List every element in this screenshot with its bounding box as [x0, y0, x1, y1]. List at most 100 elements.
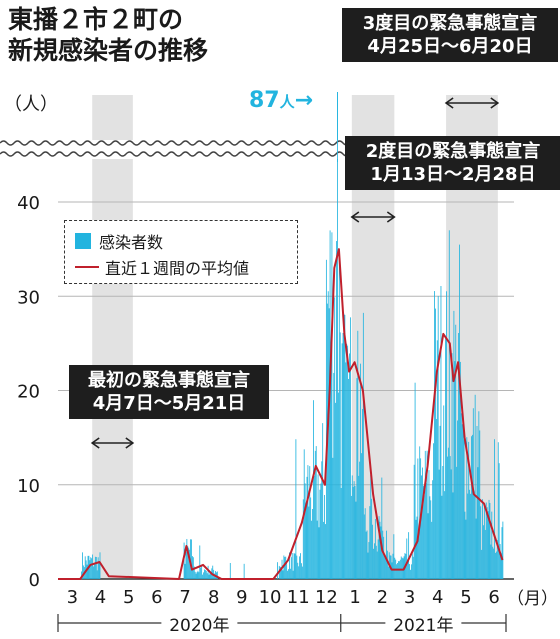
case-bar	[82, 565, 84, 579]
case-bar	[498, 463, 500, 579]
case-bar	[186, 538, 188, 579]
case-bar	[409, 564, 410, 579]
case-bar	[216, 571, 218, 579]
callout-third-emergency: 3度目の緊急事態宣言 4月25日～6月20日	[342, 8, 558, 62]
period-arrow-head-right	[125, 437, 135, 449]
case-bar	[331, 232, 333, 580]
case-bar	[295, 439, 297, 579]
case-bar	[206, 573, 208, 579]
case-bar	[339, 332, 341, 579]
case-bar	[342, 332, 344, 579]
case-bar	[410, 569, 411, 579]
case-bar	[467, 493, 469, 579]
case-bar	[470, 493, 471, 579]
case-bar	[442, 465, 444, 579]
case-bar	[459, 361, 461, 579]
case-bar	[203, 572, 204, 579]
case-bar	[311, 520, 313, 579]
case-bar	[96, 570, 98, 579]
case-bar	[474, 394, 476, 579]
case-bar	[305, 504, 307, 579]
case-bar	[433, 443, 434, 579]
case-bar	[385, 555, 386, 579]
case-bar	[315, 446, 317, 579]
case-bar	[336, 241, 337, 579]
case-bar	[299, 556, 301, 579]
month-label: 9	[236, 587, 247, 608]
case-bar	[468, 441, 470, 579]
year-label-bg	[161, 612, 238, 636]
case-bar	[344, 314, 346, 579]
y-tick-label: 40	[17, 193, 40, 214]
case-bar	[81, 571, 82, 579]
case-bar	[302, 499, 304, 579]
case-bar	[394, 557, 396, 579]
month-label: 12	[315, 587, 338, 608]
case-bar	[460, 413, 462, 579]
case-bar	[189, 549, 191, 579]
case-bar	[378, 516, 380, 579]
y-tick-label: 30	[17, 287, 40, 308]
case-bar	[450, 469, 452, 579]
case-bar	[502, 521, 504, 579]
case-bar	[401, 557, 403, 579]
case-bar	[497, 442, 499, 579]
case-bar	[309, 466, 311, 579]
month-label: 10	[259, 587, 282, 608]
title-line-1: 東播２市２町の	[8, 5, 184, 34]
case-bar	[356, 378, 358, 579]
case-bar	[392, 553, 394, 579]
case-bar	[418, 530, 420, 579]
month-label: 6	[151, 587, 162, 608]
case-bar	[207, 565, 209, 579]
case-bar	[411, 553, 413, 579]
case-bar	[386, 530, 387, 579]
case-bar	[499, 544, 501, 579]
case-bar	[357, 330, 359, 579]
period-arrow-head-left	[350, 211, 360, 223]
case-bar	[333, 372, 335, 579]
case-bar	[335, 402, 337, 579]
case-bar	[358, 475, 360, 579]
case-bar	[424, 450, 426, 579]
case-bar	[408, 532, 410, 579]
case-bar	[337, 92, 338, 579]
peak-arrow: →	[294, 88, 314, 113]
legend-item-bars: 感染者数	[75, 229, 163, 253]
month-label: 11	[287, 587, 310, 608]
legend: 感染者数 直近１週間の平均値	[64, 220, 298, 284]
case-bar	[325, 524, 326, 579]
year-label-bg	[385, 612, 462, 636]
case-bar	[86, 564, 88, 579]
case-bar	[485, 502, 487, 579]
case-bar	[348, 378, 349, 579]
month-label: 5	[460, 587, 471, 608]
case-bar	[365, 531, 367, 579]
case-bar	[480, 506, 482, 579]
case-bar	[289, 568, 291, 579]
case-bar	[423, 495, 425, 579]
case-bar	[93, 566, 94, 579]
case-bar	[492, 546, 494, 579]
case-bar	[94, 563, 95, 579]
case-bar	[297, 562, 299, 579]
case-bar	[243, 563, 245, 579]
case-bar	[84, 556, 86, 579]
case-bar	[324, 494, 325, 579]
case-bar	[377, 539, 379, 579]
case-bar	[306, 476, 308, 579]
case-bar	[310, 497, 312, 579]
month-suffix: （月）	[507, 589, 558, 609]
case-bar	[441, 495, 443, 579]
case-bar	[422, 485, 424, 579]
case-bar	[330, 353, 332, 579]
month-label: 3	[67, 587, 78, 608]
case-bar	[464, 511, 466, 579]
case-bar	[462, 419, 464, 579]
case-bar	[366, 530, 368, 579]
case-bar	[463, 439, 465, 579]
case-bar	[419, 446, 421, 579]
case-bar	[313, 400, 314, 579]
case-bar	[376, 551, 378, 579]
case-bar	[98, 561, 100, 579]
